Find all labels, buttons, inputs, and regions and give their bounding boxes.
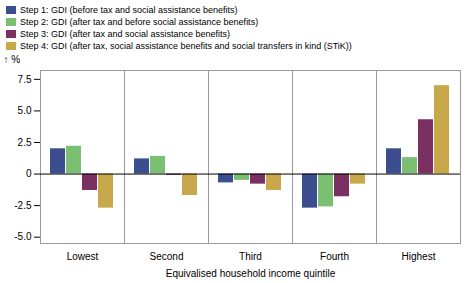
html-text:Step 2: GDI (after tax and bef: Step 2: GDI (after tax and before social… (20, 17, 259, 27)
svg-text:7.5: 7.5 (18, 74, 32, 85)
svg-text:-5.0: -5.0 (14, 231, 32, 242)
svg-text:Second: Second (150, 251, 184, 262)
svg-text:Fourth: Fourth (320, 251, 349, 262)
svg-text:Lowest: Lowest (67, 251, 99, 262)
svg-text:2.5: 2.5 (18, 137, 32, 148)
svg-text:↑ %: ↑ % (4, 54, 21, 65)
html-text:Step 4: GDI (after tax, social: Step 4: GDI (after tax, social assistanc… (20, 41, 352, 51)
svg-text:0: 0 (26, 168, 32, 179)
svg-text:5.0: 5.0 (18, 105, 32, 116)
svg-text:-2.5: -2.5 (14, 200, 32, 211)
html-text:Step 3: GDI (after tax and soc: Step 3: GDI (after tax and social assist… (20, 29, 231, 39)
svg-text:Highest: Highest (402, 251, 436, 262)
html-text:Step 1: GDI (before tax and so: Step 1: GDI (before tax and social assis… (20, 5, 238, 15)
svg-text:Third: Third (239, 251, 262, 262)
svg-text:Equivalised household income q: Equivalised household income quintile (166, 268, 336, 279)
